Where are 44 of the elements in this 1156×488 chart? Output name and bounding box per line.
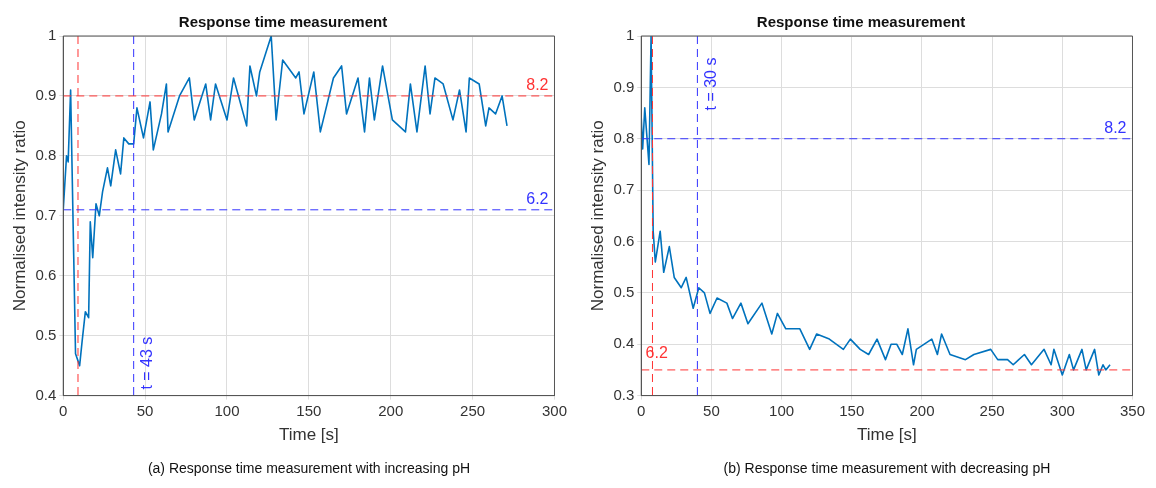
x-tick-label: 0: [637, 401, 646, 419]
x-tick-label: 100: [214, 401, 240, 419]
y-tick-label: 0.5: [35, 325, 57, 343]
annotation: 8.2: [526, 76, 549, 94]
x-tick-label: 300: [1049, 401, 1075, 419]
y-tick-label: 1: [625, 26, 635, 44]
x-tick-label: 100: [769, 401, 795, 419]
x-tick-label: 300: [541, 401, 567, 419]
y-tick-label: 0.4: [613, 334, 635, 352]
y-tick-label: 0.8: [613, 128, 635, 146]
y-tick-label: 0.8: [35, 146, 57, 164]
annotation: 8.2: [1104, 119, 1127, 137]
annotation: t = 30 s: [701, 57, 719, 111]
y-axis-title: Normalised intensity ratio: [587, 120, 607, 312]
y-tick-label: 0.7: [613, 180, 635, 198]
x-tick-label: 50: [703, 401, 720, 419]
x-axis-title: Time [s]: [278, 425, 339, 445]
y-tick-label: 0.4: [35, 385, 57, 403]
y-tick-label: 1: [47, 26, 57, 44]
y-axis-title: Normalised intensity ratio: [9, 120, 29, 312]
x-tick-label: 200: [378, 401, 404, 419]
x-tick-label: 200: [909, 401, 935, 419]
y-tick-label: 0.9: [35, 86, 57, 104]
x-tick-label: 150: [296, 401, 322, 419]
x-axis-title: Time [s]: [856, 425, 917, 445]
y-tick-label: 0.5: [613, 283, 635, 300]
y-tick-label: 0.6: [613, 231, 635, 249]
annotation: 6.2: [645, 343, 668, 361]
x-tick-label: 250: [460, 401, 486, 419]
x-tick-label: 250: [979, 401, 1005, 419]
x-tick-label: 350: [1119, 401, 1145, 419]
chart-title: Response time measurement: [756, 13, 966, 31]
y-tick-label: 0.6: [35, 265, 57, 283]
text: (a) Response time measurement with increasing pH: [146, 460, 472, 476]
annotation: 6.2: [526, 190, 549, 208]
annotation: t = 43 s: [138, 336, 156, 390]
y-tick-label: 0.9: [613, 77, 635, 95]
x-tick-label: 0: [59, 401, 68, 419]
y-tick-label: 0.3: [613, 385, 635, 403]
text: (b) Response time measurement with decreasing pH: [722, 460, 1052, 476]
x-tick-label: 50: [136, 401, 154, 419]
y-tick-label: 0.7: [35, 205, 57, 223]
x-tick-label: 150: [839, 401, 865, 419]
chart-title: Response time measurement: [178, 13, 388, 31]
